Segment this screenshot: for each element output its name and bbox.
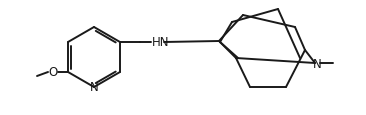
Text: HN: HN — [152, 36, 169, 49]
Text: N: N — [90, 81, 98, 94]
Text: O: O — [48, 66, 57, 79]
Text: N: N — [313, 57, 321, 70]
